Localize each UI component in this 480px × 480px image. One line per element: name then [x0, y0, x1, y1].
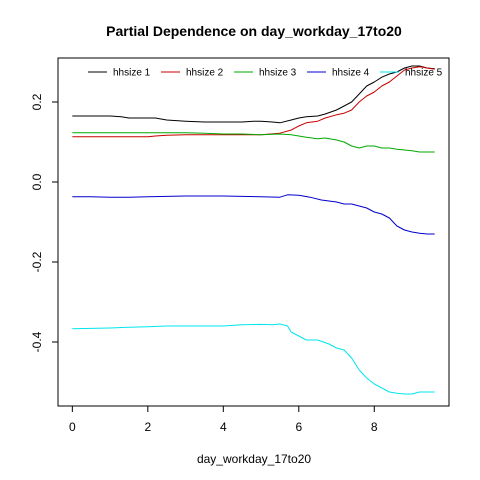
legend-label-hhsize-3: hhsize 3: [259, 68, 297, 79]
x-tick-label: 4: [220, 420, 227, 434]
legend-label-hhsize-1: hhsize 1: [113, 68, 151, 79]
y-tick-label: -0.2: [30, 251, 44, 272]
y-tick-label: 0.2: [30, 93, 44, 110]
x-axis-label: day_workday_17to20: [197, 452, 311, 466]
chart-title: Partial Dependence on day_workday_17to20: [106, 23, 402, 39]
plot-frame: [57, 57, 450, 407]
x-tick-label: 8: [371, 420, 378, 434]
legend-label-hhsize-5: hhsize 5: [405, 68, 443, 79]
legend: hhsize 1 hhsize 2 hhsize 3 hhsize 4 hhsize 5: [88, 68, 443, 79]
series-line-hhsize-2: [72, 66, 435, 138]
series-line-hhsize-4: [72, 194, 435, 235]
x-tick-label: 2: [144, 420, 151, 434]
y-axis: -0.4 -0.2 0.0 0.2: [30, 93, 58, 352]
x-tick-label: 6: [295, 420, 302, 434]
series-line-hhsize-5: [72, 323, 435, 395]
x-tick-label: 0: [69, 420, 76, 434]
series-line-hhsize-1: [72, 65, 435, 124]
legend-label-hhsize-4: hhsize 4: [332, 68, 370, 79]
x-axis: 0 2 4 6 8: [69, 406, 378, 434]
y-tick-label: -0.4: [30, 331, 44, 352]
y-tick-label: 0.0: [30, 173, 44, 190]
series-line-hhsize-3: [72, 132, 435, 153]
legend-label-hhsize-2: hhsize 2: [186, 68, 224, 79]
series-layer: [72, 65, 435, 395]
